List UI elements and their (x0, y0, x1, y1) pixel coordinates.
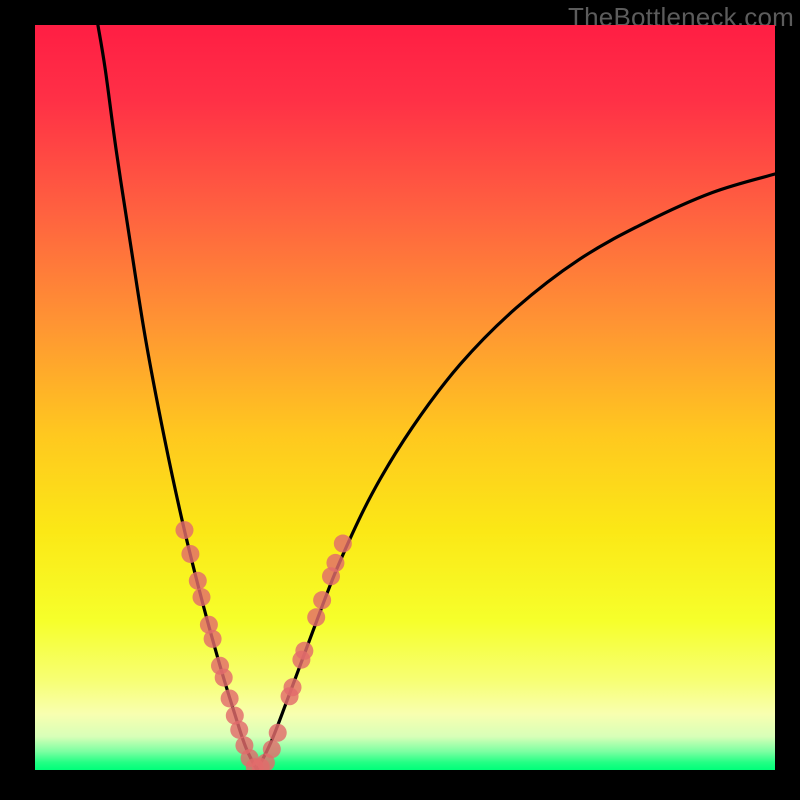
data-marker (269, 724, 287, 742)
data-marker (175, 521, 193, 539)
data-marker (295, 642, 313, 660)
data-marker (313, 591, 331, 609)
data-marker (263, 740, 281, 758)
data-marker (334, 535, 352, 553)
data-marker (326, 554, 344, 572)
data-marker (307, 608, 325, 626)
data-marker (221, 689, 239, 707)
plot-area (35, 25, 775, 770)
data-marker (193, 588, 211, 606)
data-marker (215, 669, 233, 687)
data-marker (284, 678, 302, 696)
plot-svg (35, 25, 775, 770)
data-marker (181, 545, 199, 563)
data-marker (204, 630, 222, 648)
gradient-background (35, 25, 775, 770)
outer-frame: TheBottleneck.com (0, 0, 800, 800)
data-marker (230, 721, 248, 739)
data-marker (189, 572, 207, 590)
